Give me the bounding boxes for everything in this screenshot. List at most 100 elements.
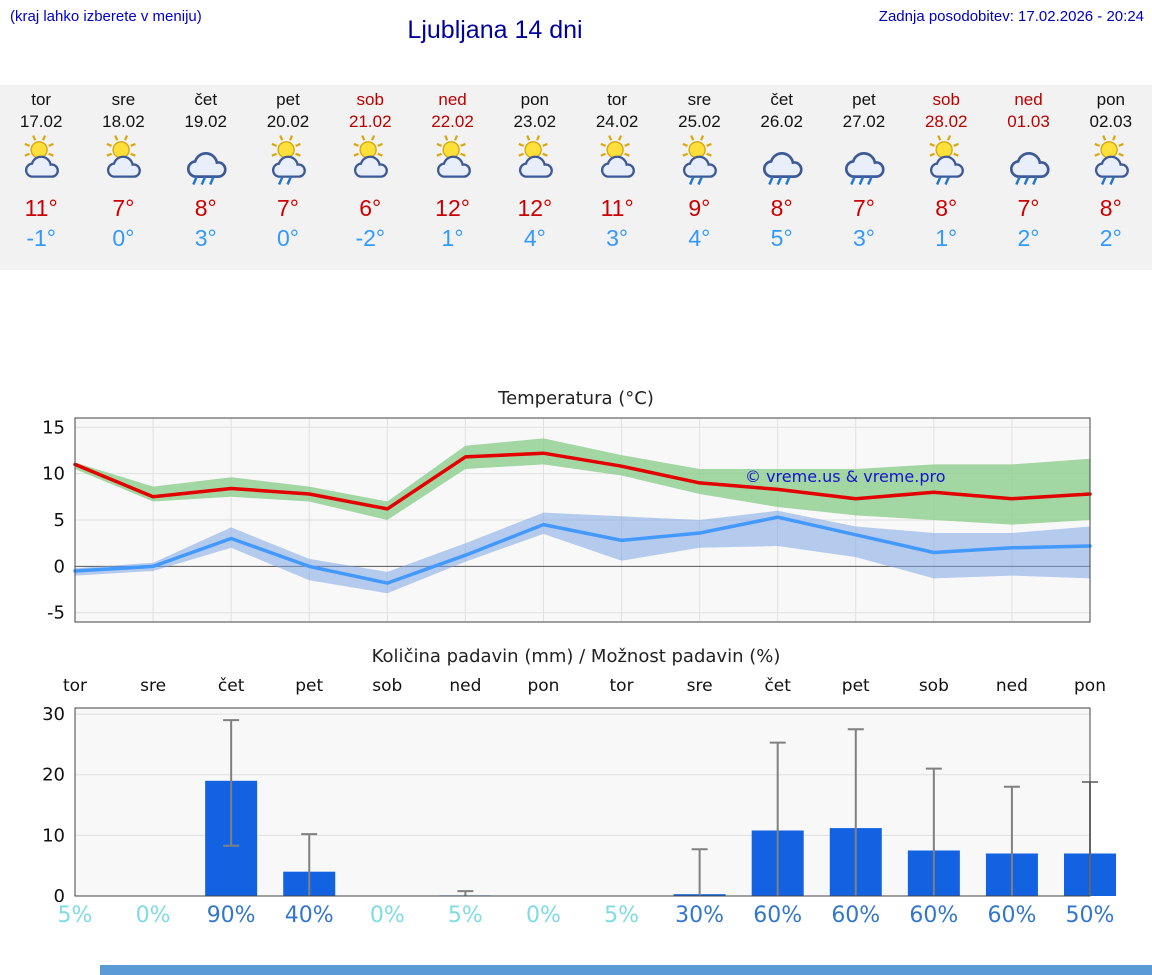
high-temp: 7° bbox=[1017, 195, 1040, 221]
precip-day-labels: tor sre čet pet sob ned pon tor sre čet pet sob ned p… bbox=[0, 676, 1152, 700]
sun-cloud-icon bbox=[353, 135, 389, 178]
low-temp: 1° bbox=[935, 225, 958, 251]
weather-icon bbox=[741, 135, 823, 191]
sun-cloud-rain-icon bbox=[929, 135, 965, 185]
day-date: 21.02 bbox=[348, 112, 392, 131]
weather-icon bbox=[82, 135, 164, 191]
precip-probability-label: 50% bbox=[1065, 903, 1115, 928]
low-temp: 4° bbox=[523, 225, 546, 251]
day-name: sob bbox=[356, 90, 384, 109]
day-name: tor bbox=[607, 90, 628, 109]
day-date: 25.02 bbox=[678, 112, 721, 131]
precip-probability-row: 5% 0% 90% 40% 0% 5% 0% 5% 30% 60% 60% 60% 60% 50% bbox=[0, 903, 1152, 933]
svg-text:10: 10 bbox=[42, 825, 65, 846]
footer-bar bbox=[100, 965, 1152, 975]
forecast-day: pet 27.02 7° 3° bbox=[823, 85, 905, 270]
high-temp: 9° bbox=[688, 195, 711, 221]
weather-icon bbox=[576, 135, 658, 191]
svg-text:-5: -5 bbox=[47, 603, 65, 624]
sun-cloud-rain-icon bbox=[682, 135, 718, 185]
sun-cloud-icon bbox=[435, 135, 471, 178]
forecast-day: tor 24.02 11° 3° bbox=[576, 85, 658, 270]
weather-icon bbox=[905, 135, 987, 191]
day-name: čet bbox=[770, 90, 794, 109]
precip-day-label: pon bbox=[1074, 676, 1106, 696]
forecast-day: tor 17.02 11° -1° bbox=[0, 85, 82, 270]
day-date: 27.02 bbox=[842, 112, 886, 131]
precip-probability-label: 40% bbox=[284, 903, 334, 928]
precip-day-label: sre bbox=[686, 676, 713, 696]
precip-day-label: pet bbox=[841, 676, 870, 696]
svg-text:30: 30 bbox=[42, 704, 65, 725]
last-updated: Zadnja posodobitev: 17.02.2026 - 20:24 bbox=[878, 8, 1144, 25]
high-temp: 7° bbox=[852, 195, 875, 221]
low-temp: 4° bbox=[688, 225, 711, 251]
precip-day-label: pon bbox=[527, 676, 560, 696]
forecast-day: sob 21.02 6° -2° bbox=[329, 85, 411, 270]
low-temp: 3° bbox=[194, 225, 217, 251]
cloud-rain-icon bbox=[844, 152, 885, 185]
precip-day-label: čet bbox=[217, 676, 245, 696]
day-date: 01.03 bbox=[1007, 112, 1050, 131]
precip-probability-label: 5% bbox=[57, 903, 93, 928]
day-name: pon bbox=[520, 90, 550, 109]
weather-icon bbox=[0, 135, 82, 191]
precip-probability-label: 5% bbox=[604, 903, 639, 928]
day-date: 26.02 bbox=[760, 112, 803, 131]
precip-day-label: ned bbox=[995, 676, 1028, 696]
forecast-strip: tor 17.02 11° -1° sre 18.02 7° 0° čet 19.02 8° 3° pe… bbox=[0, 85, 1152, 270]
precip-day-label: čet bbox=[764, 676, 791, 696]
high-temp: 11° bbox=[24, 195, 58, 221]
day-date: 19.02 bbox=[184, 112, 227, 131]
precip-probability-label: 60% bbox=[987, 903, 1037, 928]
forecast-day: ned 22.02 12° 1° bbox=[411, 85, 493, 270]
weather-icon bbox=[247, 135, 329, 191]
precip-day-label: sre bbox=[140, 676, 167, 696]
day-date: 24.02 bbox=[595, 112, 639, 131]
forecast-day: sre 25.02 9° 4° bbox=[658, 85, 740, 270]
forecast-day: sre 18.02 7° 0° bbox=[82, 85, 164, 270]
high-temp: 7° bbox=[112, 195, 135, 221]
watermark: © vreme.us & vreme.pro bbox=[745, 467, 946, 486]
high-temp: 8° bbox=[935, 195, 958, 221]
day-name: pet bbox=[276, 90, 300, 109]
day-date: 20.02 bbox=[266, 112, 310, 131]
day-date: 18.02 bbox=[102, 112, 145, 131]
precip-day-label: tor bbox=[609, 676, 634, 696]
day-name: čet bbox=[194, 90, 218, 109]
low-temp: 3° bbox=[606, 225, 629, 251]
temperature-chart: -5 0 5 10 15 © vreme.us & vreme.pro bbox=[42, 417, 1092, 624]
cloud-rain-icon bbox=[762, 152, 803, 185]
cloud-rain-icon bbox=[186, 152, 227, 185]
day-name: sre bbox=[111, 90, 136, 109]
precip-probability-label: 0% bbox=[526, 903, 561, 928]
precip-day-label: sob bbox=[372, 676, 403, 696]
sun-cloud-icon bbox=[24, 135, 60, 178]
low-temp: 3° bbox=[852, 225, 875, 251]
precip-probability-label: 90% bbox=[206, 903, 256, 928]
page-title: Ljubljana 14 dni bbox=[407, 16, 583, 44]
high-temp: 8° bbox=[194, 195, 217, 221]
high-temp: 8° bbox=[1099, 195, 1122, 221]
sun-cloud-icon bbox=[600, 135, 636, 178]
weather-icon bbox=[987, 135, 1069, 191]
forecast-day: pet 20.02 7° 0° bbox=[247, 85, 329, 270]
forecast-day: sob 28.02 8° 1° bbox=[905, 85, 987, 270]
precipitation-chart: 0 10 20 30 bbox=[42, 704, 1116, 902]
precip-probability-label: 60% bbox=[831, 903, 881, 928]
menu-hint: (kraj lahko izberete v meniju) bbox=[10, 8, 202, 25]
svg-text:0: 0 bbox=[54, 886, 65, 902]
weather-icon bbox=[1070, 135, 1152, 191]
precip-day-label: ned bbox=[449, 676, 482, 696]
day-name: pon bbox=[1096, 90, 1125, 109]
sun-cloud-rain-icon bbox=[1094, 135, 1129, 185]
day-date: 28.02 bbox=[924, 112, 968, 131]
weather-icon bbox=[411, 135, 493, 191]
low-temp: -1° bbox=[26, 225, 56, 251]
day-name: sob bbox=[932, 90, 960, 109]
precip-probability-label: 60% bbox=[753, 903, 803, 928]
low-temp: 5° bbox=[770, 225, 793, 251]
forecast-day: čet 26.02 8° 5° bbox=[741, 85, 823, 270]
weather-icon bbox=[329, 135, 411, 191]
